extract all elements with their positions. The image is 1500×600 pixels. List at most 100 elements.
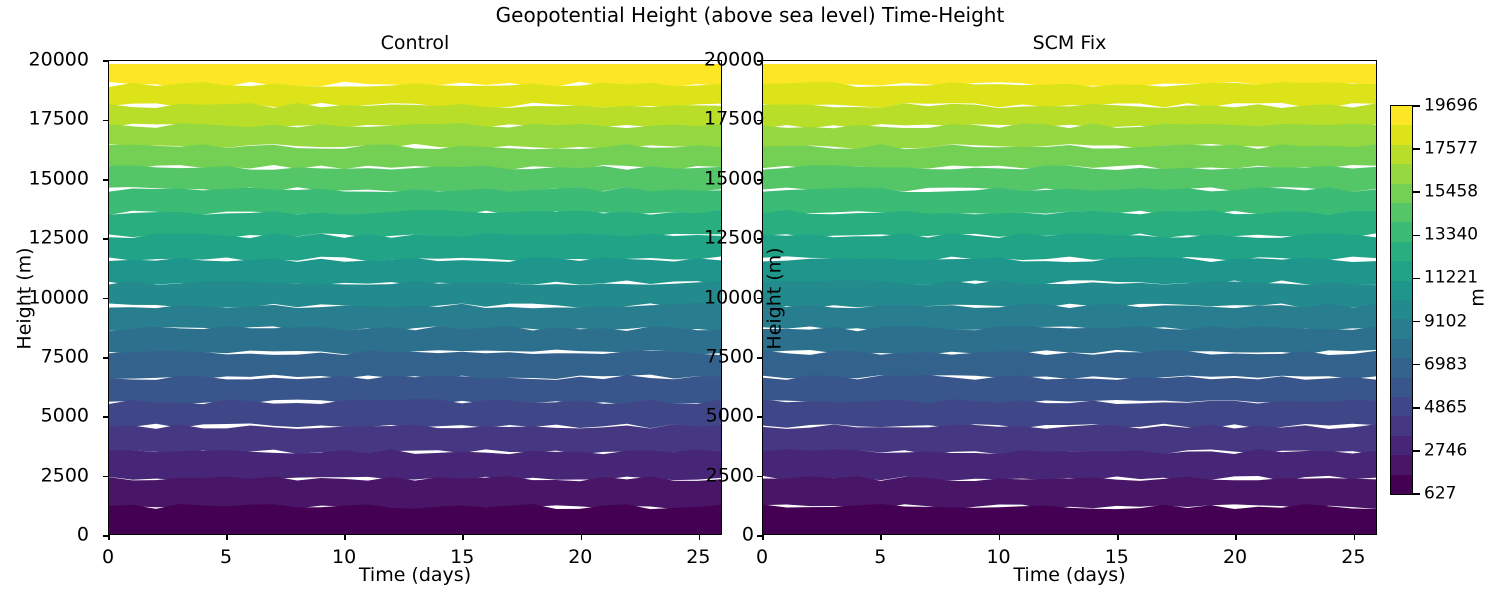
colorbar-segment (1391, 435, 1412, 456)
y-axis-tick (103, 60, 109, 62)
contour-band (109, 324, 721, 357)
y-axis-tick (103, 416, 109, 419)
contour-band (109, 373, 721, 407)
contour-band (109, 397, 721, 431)
y-axis-tick (103, 357, 109, 359)
colorbar-segment (1391, 455, 1412, 476)
contour-band (109, 101, 721, 131)
contour-band (763, 301, 1376, 333)
x-axis-tick (1117, 534, 1119, 540)
y-axis-tick (757, 297, 763, 300)
panel-title-control: Control (380, 32, 450, 54)
y-axis-tick-label: 7500 (40, 345, 89, 368)
y-axis-tick-label: 17500 (28, 107, 89, 130)
y-axis-tick-label: 20000 (28, 48, 89, 71)
x-axis-tick (580, 534, 583, 540)
contour-band (763, 64, 1376, 89)
y-axis-tick (757, 475, 763, 478)
x-axis-label-control: Time (days) (358, 564, 472, 586)
x-axis-tick-label: 0 (101, 546, 115, 568)
x-axis-tick (1235, 534, 1237, 540)
colorbar-tick-label: 15458 (1424, 181, 1479, 202)
contour-band (763, 348, 1376, 382)
contour-band (763, 502, 1376, 534)
y-axis-label-scmfix: Height (m) (763, 247, 786, 350)
contour-band (109, 502, 721, 534)
y-axis-tick (757, 178, 763, 181)
x-axis-tick-label: 5 (220, 546, 233, 568)
colorbar (1390, 105, 1413, 495)
colorbar-tick (1413, 105, 1420, 107)
y-axis-tick (757, 535, 763, 537)
x-axis-tick-label: 0 (755, 546, 769, 568)
colorbar-segment (1391, 222, 1412, 243)
contour-band (763, 231, 1376, 263)
contour-band (109, 163, 721, 194)
contour-band (763, 324, 1376, 357)
x-axis-tick (762, 534, 764, 540)
x-axis-tick-label: 20 (1222, 546, 1248, 568)
contour-field-control (109, 64, 721, 534)
colorbar-tick-label: 2746 (1424, 440, 1468, 461)
contour-band (109, 64, 721, 89)
contour-band (109, 278, 721, 310)
y-axis-tick (103, 475, 109, 478)
contour-band (109, 255, 721, 287)
colorbar-tick (1413, 450, 1420, 452)
colorbar-segment (1391, 125, 1412, 146)
contour-band (109, 474, 721, 511)
colorbar-tick (1413, 406, 1420, 409)
colorbar-tick-label: 11221 (1424, 267, 1479, 288)
colorbar-segment (1391, 377, 1412, 398)
y-axis-tick (103, 119, 109, 122)
y-axis-tick (103, 238, 109, 240)
panel-title-scmfix: SCM Fix (1032, 32, 1107, 54)
contour-band (109, 185, 721, 217)
x-axis-label-scmfix: Time (days) (1013, 564, 1126, 586)
contour-band (763, 101, 1376, 131)
x-axis-tick (108, 534, 110, 540)
y-axis-tick-label: 10000 (704, 286, 765, 308)
y-axis-tick-label: 17500 (704, 107, 765, 130)
colorbar-tick (1413, 191, 1420, 194)
colorbar-tick (1413, 277, 1420, 280)
y-axis-tick (757, 357, 763, 359)
colorbar-tick-label: 17577 (1424, 138, 1479, 159)
x-axis-tick (1353, 534, 1356, 540)
colorbar-tick-label: 6983 (1424, 354, 1468, 375)
contour-band (763, 142, 1376, 172)
x-axis-tick (698, 534, 701, 540)
colorbar-tick-label: 4865 (1424, 397, 1468, 418)
x-axis-tick-label: 20 (568, 546, 593, 568)
colorbar-segment (1391, 144, 1412, 165)
colorbar-segment (1391, 203, 1412, 223)
y-axis-tick (103, 535, 109, 537)
colorbar-tick-label: 627 (1424, 483, 1457, 504)
y-axis-tick-label: 0 (741, 523, 754, 546)
y-axis-tick-label: 12500 (28, 226, 89, 249)
y-axis-tick-label: 10000 (28, 286, 89, 308)
colorbar-segment (1391, 358, 1412, 379)
contour-band (109, 447, 721, 483)
contour-band (763, 185, 1376, 217)
colorbar-tick-label: 13340 (1424, 224, 1479, 245)
y-axis-tick-label: 0 (76, 523, 89, 546)
contour-band (763, 422, 1376, 457)
plot-axes-control (103, 60, 722, 540)
contour-band (109, 208, 721, 240)
colorbar-segment (1391, 300, 1412, 320)
colorbar-segment (1391, 397, 1412, 417)
contour-band (763, 278, 1376, 310)
x-axis-tick (226, 534, 228, 540)
y-axis-tick-label: 20000 (704, 48, 765, 71)
figure-suptitle: Geopotential Height (above sea level) Ti… (495, 3, 1005, 27)
colorbar-segment (1391, 338, 1412, 359)
contour-band (109, 80, 721, 110)
x-axis-tick (880, 534, 883, 540)
y-axis-tick-label: 7500 (705, 345, 754, 368)
contour-band (763, 373, 1376, 407)
x-axis-tick (462, 534, 465, 540)
contour-band (109, 348, 721, 382)
colorbar-tick (1413, 234, 1420, 237)
contour-band (109, 231, 721, 263)
